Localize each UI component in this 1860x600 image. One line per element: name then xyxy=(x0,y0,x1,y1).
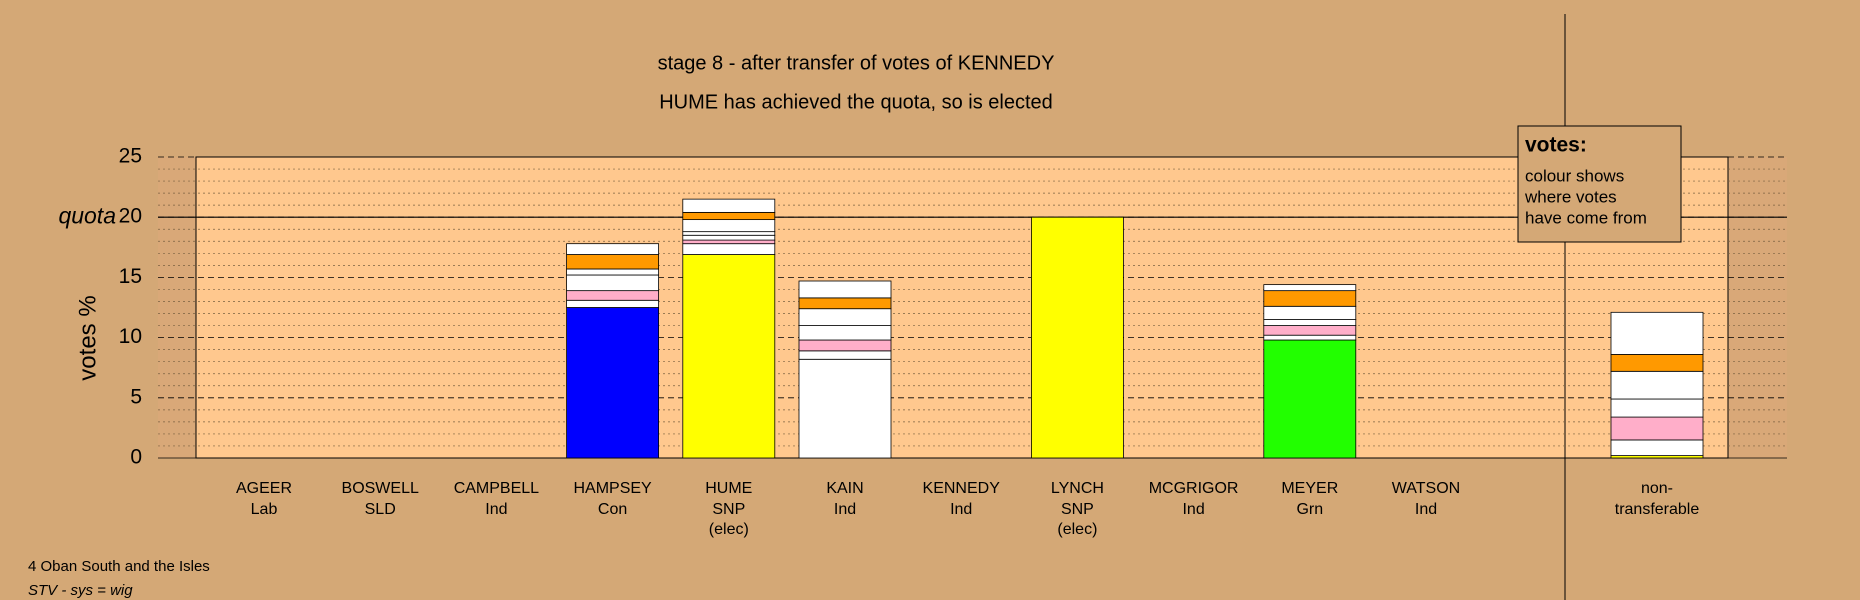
bar-segment xyxy=(1610,311,1704,355)
bar-segment xyxy=(798,350,892,360)
bar-segment xyxy=(682,243,776,255)
x-tick-label: MEYER xyxy=(1281,480,1338,497)
bar-segment xyxy=(1031,216,1124,459)
bar-segment xyxy=(1610,354,1704,372)
bar-segment xyxy=(1263,319,1357,326)
x-tick-label: non- xyxy=(1641,480,1673,497)
bar-segment xyxy=(1610,398,1704,418)
note-label: (elec) xyxy=(709,521,749,538)
bar-segment xyxy=(566,268,659,276)
legend-text: have come from xyxy=(1525,208,1647,227)
note-label: (elec) xyxy=(1057,521,1097,538)
bar-segment xyxy=(682,219,776,233)
x-tick-label: KAIN xyxy=(826,480,863,497)
party-label: Grn xyxy=(1296,501,1323,518)
party-label: Lab xyxy=(251,501,278,518)
y-tick-label: 0 xyxy=(130,446,142,469)
bar-segment xyxy=(682,239,776,245)
bar-segment xyxy=(566,254,659,270)
bar-segment xyxy=(682,254,776,459)
bar-segment xyxy=(682,211,776,221)
y-tick-label: 25 xyxy=(119,145,142,168)
chart-subtitle: HUME has achieved the quota, so is elect… xyxy=(659,91,1053,113)
x-tick-label: LYNCH xyxy=(1051,480,1104,497)
y-tick-label: 5 xyxy=(130,385,142,408)
bar-segment xyxy=(566,299,659,308)
quota-label: quota xyxy=(58,202,116,228)
y-tick-label: 20 xyxy=(119,205,142,228)
legend-box xyxy=(1517,125,1682,243)
bar-segment xyxy=(1610,370,1704,400)
x-tick-label: BOSWELL xyxy=(342,480,419,497)
bar-segment xyxy=(682,231,776,236)
x-tick-label: CAMPBELL xyxy=(454,480,539,497)
party-label: SLD xyxy=(365,501,396,518)
bar-segment xyxy=(682,198,776,213)
x-tick-label: KENNEDY xyxy=(923,480,1001,497)
legend-title: votes: xyxy=(1525,134,1587,157)
party-label: Ind xyxy=(1182,501,1204,518)
legend-text: colour shows xyxy=(1525,166,1624,185)
party-label: SNP xyxy=(712,501,745,518)
bar-segment xyxy=(566,307,659,459)
y-tick-label: 10 xyxy=(119,325,142,348)
bar-segment xyxy=(1263,334,1357,341)
x-tick-label: HUME xyxy=(705,480,752,497)
x-tick-label: HAMPSEY xyxy=(573,480,652,497)
legend-text: where votes xyxy=(1524,187,1617,206)
bar-segment xyxy=(1610,416,1704,441)
bar-segment xyxy=(798,280,892,299)
marks: 0 5 10 15 20 25 quota AGEER Lab BOSWELL SLD CAMPBEL… xyxy=(58,145,1787,538)
x-tick-label: AGEER xyxy=(236,480,292,497)
bar-segment xyxy=(682,234,776,241)
party-label: Ind xyxy=(485,501,507,518)
footer: STV - sys = wig xyxy=(28,582,133,599)
bar-segment xyxy=(798,339,892,352)
bar-segment xyxy=(798,325,892,341)
bar-segment xyxy=(798,308,892,326)
party-label: Ind xyxy=(834,501,856,518)
party-label: Con xyxy=(598,501,627,518)
bar-segment xyxy=(1263,305,1357,320)
bar-segment xyxy=(1610,439,1704,456)
party-label: Ind xyxy=(1415,501,1437,518)
y-tick-label: 15 xyxy=(119,265,142,288)
bar-segment xyxy=(566,243,659,255)
y-axis-label: votes % xyxy=(74,295,101,380)
party-label: transferable xyxy=(1615,501,1700,518)
plot-area xyxy=(195,156,1729,459)
bar-segment xyxy=(566,290,659,301)
bar-segment xyxy=(1263,339,1357,459)
bar-segment xyxy=(1263,325,1357,336)
x-tick-label: MCGRIGOR xyxy=(1149,480,1239,497)
chart-title: stage 8 - after transfer of votes of KEN… xyxy=(658,52,1055,74)
party-label: Ind xyxy=(950,501,972,518)
bar-segment xyxy=(798,297,892,310)
party-label: SNP xyxy=(1061,501,1094,518)
bar-segment xyxy=(798,358,892,459)
footer: 4 Oban South and the Isles xyxy=(28,558,210,575)
bar-segment xyxy=(1263,290,1357,307)
bar-segment xyxy=(566,274,659,292)
x-tick-label: WATSON xyxy=(1392,480,1460,497)
bar-segment xyxy=(1263,284,1357,292)
